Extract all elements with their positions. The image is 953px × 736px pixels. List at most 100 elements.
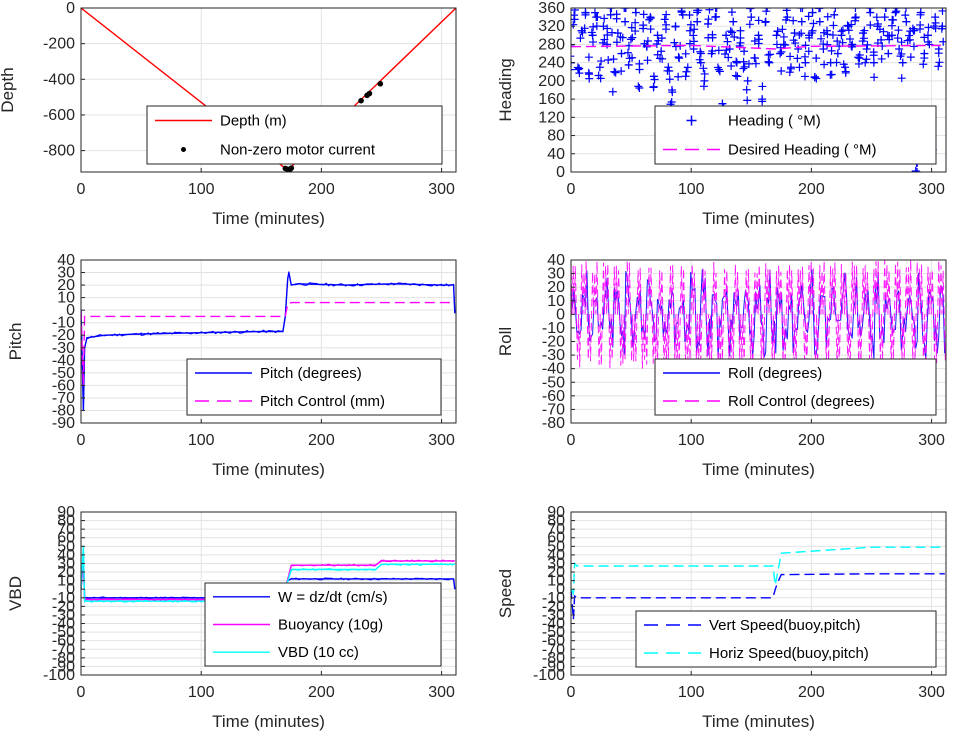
heading-marker (608, 87, 617, 96)
y-tick-label: -40 (52, 616, 75, 633)
y-tick-label: 20 (57, 564, 75, 581)
heading-marker (869, 58, 878, 67)
heading-marker (631, 8, 640, 12)
heading-marker (581, 10, 590, 19)
x-axis-label: Time (minutes) (212, 712, 325, 731)
heading-marker (860, 26, 869, 35)
y-axis-label: Depth (0, 67, 17, 112)
legend-label: Horiz Speed(buoy,pitch) (709, 645, 869, 662)
heading-marker (643, 56, 652, 65)
series-line-1 (571, 546, 945, 597)
heading-marker (920, 54, 929, 63)
y-tick-label: -80 (542, 650, 565, 667)
heading-marker (713, 63, 722, 72)
heading-marker (712, 8, 721, 12)
heading-marker (723, 37, 732, 46)
y-tick-label: -60 (52, 633, 75, 650)
heading-marker (854, 59, 863, 68)
heading-marker (830, 10, 839, 19)
heading-marker (675, 54, 684, 63)
y-tick-label: 40 (547, 146, 565, 163)
heading-marker (665, 75, 674, 84)
heading-marker (816, 34, 825, 43)
y-tick-label: -50 (52, 624, 75, 641)
heading-marker (747, 8, 756, 12)
heading-marker (593, 13, 602, 22)
heading-marker (612, 10, 621, 19)
x-tick-label: 0 (567, 684, 576, 701)
heading-marker (589, 38, 598, 47)
heading-marker (628, 33, 637, 42)
heading-marker (910, 26, 919, 35)
heading-marker (828, 31, 837, 40)
y-tick-label: 70 (57, 521, 75, 538)
heading-marker (730, 33, 739, 42)
heading-marker (800, 72, 809, 81)
motor-current-point (288, 165, 295, 171)
heading-marker (839, 60, 848, 69)
y-tick-label: -50 (542, 374, 565, 391)
heading-marker (823, 40, 832, 49)
heading-marker (571, 8, 579, 15)
heading-marker (623, 48, 632, 57)
heading-marker (891, 8, 900, 12)
heading-marker (624, 60, 633, 69)
heading-marker (877, 54, 886, 63)
y-tick-label: -100 (533, 667, 565, 684)
heading-marker (715, 67, 724, 76)
y-tick-label: 30 (57, 555, 75, 572)
y-tick-label: -20 (52, 598, 75, 615)
legend-label: Depth (m) (220, 113, 287, 130)
heading-marker (905, 31, 914, 40)
legend: Vert Speed(buoy,pitch) Horiz Speed(buoy,p… (635, 610, 937, 668)
heading-marker (657, 47, 666, 56)
heading-marker (923, 31, 932, 40)
heading-marker (797, 29, 806, 38)
heading-marker (808, 8, 817, 17)
heading-marker (779, 32, 788, 41)
heading-marker (831, 8, 840, 12)
heading-marker (798, 8, 807, 12)
heading-marker (897, 49, 906, 58)
series-group (571, 260, 946, 371)
heading-marker (695, 55, 704, 64)
heading-marker (897, 74, 906, 83)
heading-marker (645, 15, 654, 24)
heading-marker (696, 49, 705, 58)
heading-marker (866, 8, 875, 12)
y-tick-label: 120 (538, 109, 565, 126)
heading-marker (827, 70, 836, 79)
heading-marker (893, 34, 902, 43)
heading-marker (607, 8, 616, 12)
heading-marker (865, 8, 874, 12)
y-tick-label: 30 (547, 266, 565, 283)
heading-marker (704, 15, 713, 24)
heading-marker (740, 62, 749, 71)
heading-marker (661, 25, 670, 34)
x-axis-label: Time (minutes) (702, 712, 815, 731)
y-tick-label: 0 (66, 581, 75, 598)
x-tick-label: 300 (428, 181, 455, 198)
heading-marker (727, 8, 736, 17)
heading-marker (610, 67, 619, 76)
y-tick-label: 360 (538, 0, 565, 17)
heading-marker (895, 45, 904, 53)
heading-marker (705, 8, 714, 14)
y-tick-label: -90 (542, 658, 565, 675)
heading-marker (736, 26, 745, 35)
chart-depth: 0 100 200 300 0 -200 -400 -600 -800 Time (minutes… (0, 0, 457, 228)
y-tick-label: 80 (547, 128, 565, 145)
heading-marker (812, 54, 821, 63)
series-group (81, 8, 456, 172)
heading-marker (863, 40, 872, 49)
y-tick-label: -70 (52, 390, 75, 407)
y-tick-label: 60 (57, 530, 75, 547)
heading-marker (671, 42, 680, 51)
heading-marker (616, 32, 625, 41)
heading-marker (879, 27, 888, 36)
heading-marker (898, 58, 907, 67)
heading-marker (584, 53, 593, 62)
heading-marker (935, 58, 944, 67)
legend-label: W = dz/dt (cm/s) (278, 589, 388, 606)
heading-marker (862, 45, 871, 53)
